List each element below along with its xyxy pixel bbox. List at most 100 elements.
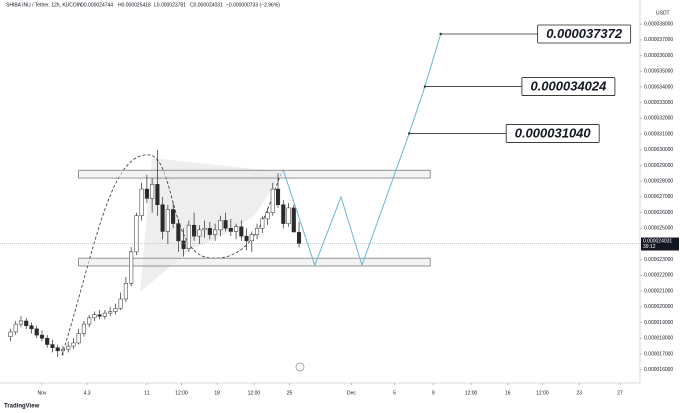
y-tick-label: 0.000022000 <box>644 273 673 279</box>
y-tick-label: 0.000020000 <box>644 304 673 310</box>
candle-body <box>81 323 86 334</box>
x-tick-label: 11 <box>144 390 149 396</box>
candle-body <box>39 334 45 339</box>
candle-body <box>249 234 254 242</box>
candle-body <box>296 232 302 244</box>
target-box <box>521 77 616 96</box>
candle-body <box>45 337 50 345</box>
target-point <box>407 132 411 135</box>
candle-body <box>66 345 71 350</box>
y-tick-label: 0.000030000 <box>644 147 673 153</box>
y-tick-label: 0.000017000 <box>644 351 673 357</box>
y-tick-label: 0.000033000 <box>644 100 673 106</box>
candle-body <box>34 328 39 336</box>
candle-body <box>87 317 92 325</box>
x-tick-label: 12:00 <box>248 390 261 396</box>
candle-body <box>213 229 218 235</box>
currency-label: USDT <box>656 10 670 16</box>
candle-body <box>129 251 134 284</box>
candle-body <box>275 188 281 205</box>
candle-body <box>239 226 244 237</box>
candle-body <box>281 204 286 224</box>
candle-body <box>8 331 13 337</box>
y-tick-label: 0.000038000 <box>644 21 673 27</box>
candle-body <box>160 204 165 232</box>
brand: TradingView <box>4 404 40 410</box>
candle-body <box>76 333 81 344</box>
candle-body <box>234 226 239 232</box>
target-label: 0.000037372 <box>546 26 623 41</box>
last-price-label: 0.000024031 <box>643 238 672 244</box>
target-box <box>537 24 632 44</box>
y-tick-label: 0.000025000 <box>644 226 673 232</box>
candle-body <box>24 320 29 326</box>
y-tick-label: 0.000037000 <box>644 37 673 43</box>
candle-body <box>218 220 223 231</box>
candle-body <box>202 228 207 231</box>
y-tick-label: 0.000023000 <box>644 257 673 263</box>
x-tick-label: 23 <box>576 390 582 396</box>
y-tick-label: 0.000018000 <box>644 336 673 342</box>
y-tick-label: 0.000032000 <box>644 116 673 122</box>
x-tick-label: 9 <box>432 390 435 396</box>
target-box <box>505 124 600 143</box>
candle-body <box>108 311 113 314</box>
header-open: O0.000024744 <box>80 2 113 8</box>
candle-body <box>71 342 76 347</box>
x-tick-label: 25 <box>287 390 293 396</box>
candle-body <box>197 229 202 237</box>
header-low: L0.000023781 <box>154 2 186 8</box>
target-point <box>439 32 442 36</box>
candle-body <box>254 228 260 235</box>
candle-body <box>260 218 265 229</box>
candle-body <box>207 228 212 235</box>
y-tick-label: 0.000029000 <box>644 163 673 169</box>
header-change: −0.000000733 (−2.96%) <box>226 2 280 8</box>
x-tick-label: 12:00 <box>536 390 549 396</box>
candle-body <box>134 215 139 253</box>
x-tick-label: 16 <box>505 390 511 396</box>
candle-body <box>55 347 60 352</box>
candle-body <box>97 314 102 317</box>
candle-body <box>139 188 144 216</box>
target-label: 0.000034024 <box>530 79 607 94</box>
candle-body <box>181 240 186 249</box>
candle-body <box>144 188 149 199</box>
candle-body <box>270 188 275 213</box>
candle-body <box>223 220 228 229</box>
candle-body <box>228 228 233 232</box>
x-tick-label: Dec <box>347 390 356 396</box>
target-label: 0.000031040 <box>515 125 592 140</box>
header-high: H0.000025418 <box>118 2 151 8</box>
candle-body <box>113 308 118 312</box>
candle-body <box>186 224 191 249</box>
y-tick-label: 0.000031000 <box>644 131 673 137</box>
x-tick-label: 12:00 <box>465 390 478 396</box>
candle-body <box>155 184 160 205</box>
y-tick-label: 0.000026000 <box>644 210 673 216</box>
x-tick-label: Nov <box>38 390 47 396</box>
candle-body <box>18 320 24 325</box>
y-tick-label: 0.000019000 <box>644 320 673 326</box>
candle-body <box>291 207 296 233</box>
y-tick-label: 0.000034000 <box>644 84 673 90</box>
header-close: C0.000024031 <box>190 2 223 8</box>
y-tick-label: 0.000028000 <box>644 179 673 185</box>
candle-body <box>165 209 170 232</box>
price-zone <box>78 169 431 179</box>
x-tick-label: 4.3 <box>84 390 91 396</box>
candle-body <box>118 298 123 309</box>
countdown-label: 39:12 <box>643 244 656 250</box>
last-price-box <box>641 237 679 251</box>
candle-body <box>171 209 176 224</box>
x-tick-label: 12:00 <box>175 390 188 396</box>
event-icon <box>295 362 305 372</box>
candle-body <box>102 312 107 317</box>
x-tick-label: 5 <box>393 390 396 396</box>
candle-body <box>123 283 128 300</box>
candle-body <box>50 344 55 348</box>
candle-body <box>13 323 18 333</box>
candle-body <box>286 207 291 224</box>
